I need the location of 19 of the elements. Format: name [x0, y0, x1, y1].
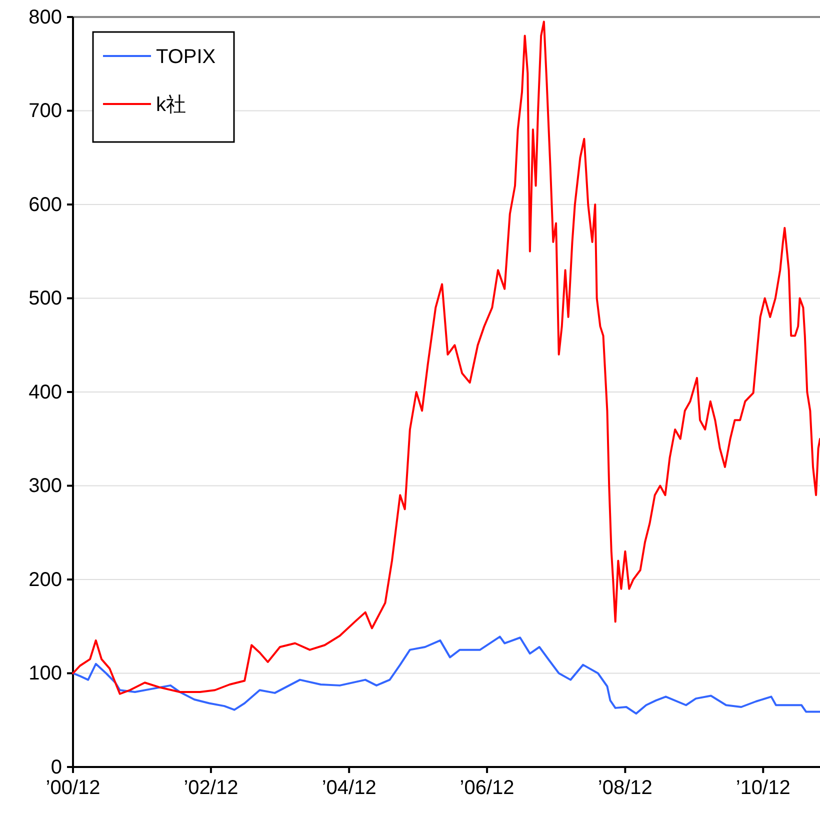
x-tick-label: ’06/12: [460, 777, 514, 799]
y-tick-label: 0: [50, 756, 62, 778]
legend-label: k社: [156, 94, 186, 116]
y-tick-label: 700: [28, 100, 62, 122]
y-tick-label: 300: [28, 475, 62, 498]
y-tick-label: 100: [28, 662, 62, 685]
x-tick-label: ’00/12: [46, 777, 100, 799]
y-tick-label: 600: [28, 194, 62, 216]
x-tick-label: ’10/12: [736, 777, 790, 799]
x-tick-label: ’04/12: [322, 777, 376, 799]
line-series: [72, 636, 820, 715]
x-tick-label: ’02/12: [184, 777, 238, 799]
legend-label: TOPIX: [156, 46, 216, 68]
line-series: [72, 20, 820, 695]
y-tick-label: 400: [28, 381, 62, 404]
y-tick-label: 200: [28, 568, 62, 591]
y-tick-label: 500: [28, 288, 62, 310]
x-tick-label: ’08/12: [598, 777, 652, 799]
y-tick-label: 800: [28, 6, 62, 28]
